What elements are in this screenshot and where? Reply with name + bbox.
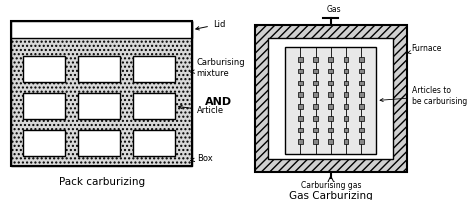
Text: Carburising gas: Carburising gas bbox=[301, 181, 361, 190]
Bar bbox=[313, 92, 318, 97]
Bar bbox=[328, 69, 333, 73]
Bar bbox=[344, 57, 348, 62]
Text: Articles to
be carburising: Articles to be carburising bbox=[380, 86, 467, 106]
Bar bbox=[344, 128, 348, 132]
Bar bbox=[298, 104, 303, 109]
Text: Pack carburizing: Pack carburizing bbox=[59, 177, 145, 187]
Bar bbox=[328, 104, 333, 109]
Bar bbox=[359, 104, 364, 109]
Bar bbox=[359, 81, 364, 85]
Bar bbox=[298, 128, 303, 132]
Text: Box: Box bbox=[191, 154, 212, 163]
Bar bbox=[313, 57, 318, 62]
Bar bbox=[78, 93, 120, 119]
Bar bbox=[344, 81, 348, 85]
Bar bbox=[23, 56, 64, 82]
Bar bbox=[298, 69, 303, 73]
Bar bbox=[23, 130, 64, 156]
Bar bbox=[359, 139, 364, 144]
Bar bbox=[344, 69, 348, 73]
Bar bbox=[11, 21, 192, 38]
Bar bbox=[313, 116, 318, 121]
Bar bbox=[359, 116, 364, 121]
Bar bbox=[344, 92, 348, 97]
Bar bbox=[285, 47, 376, 154]
Bar bbox=[359, 92, 364, 97]
Bar bbox=[313, 104, 318, 109]
Bar bbox=[255, 25, 407, 172]
Bar bbox=[328, 139, 333, 144]
Bar bbox=[328, 92, 333, 97]
Text: Article: Article bbox=[179, 105, 224, 115]
Bar bbox=[133, 56, 175, 82]
Bar bbox=[328, 116, 333, 121]
Bar bbox=[298, 92, 303, 97]
Bar bbox=[298, 139, 303, 144]
Bar bbox=[133, 130, 175, 156]
Bar bbox=[268, 38, 393, 159]
Bar bbox=[328, 81, 333, 85]
Text: Gas: Gas bbox=[326, 5, 341, 14]
Bar bbox=[298, 81, 303, 85]
Bar bbox=[344, 139, 348, 144]
Bar bbox=[133, 93, 175, 119]
Bar bbox=[11, 21, 192, 166]
Bar bbox=[328, 128, 333, 132]
Bar bbox=[359, 128, 364, 132]
Bar bbox=[11, 21, 192, 166]
Bar bbox=[344, 104, 348, 109]
Bar bbox=[344, 116, 348, 121]
Bar bbox=[313, 128, 318, 132]
Bar bbox=[298, 116, 303, 121]
Bar bbox=[328, 57, 333, 62]
Text: Furnace: Furnace bbox=[408, 44, 442, 54]
Bar bbox=[298, 57, 303, 62]
Bar bbox=[359, 69, 364, 73]
Text: Lid: Lid bbox=[196, 20, 225, 30]
Bar bbox=[78, 130, 120, 156]
Bar bbox=[78, 56, 120, 82]
Bar bbox=[313, 81, 318, 85]
Bar bbox=[359, 57, 364, 62]
Bar bbox=[313, 139, 318, 144]
Text: Carburising
mixture: Carburising mixture bbox=[191, 58, 246, 78]
Text: Gas Carburizing: Gas Carburizing bbox=[289, 191, 373, 200]
Bar bbox=[23, 93, 64, 119]
Bar bbox=[313, 69, 318, 73]
Text: AND: AND bbox=[205, 97, 232, 107]
